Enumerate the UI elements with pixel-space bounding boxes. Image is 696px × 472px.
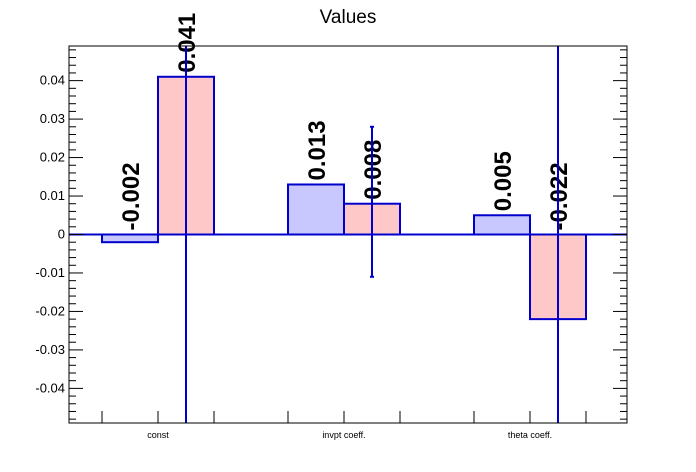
y-tick-label: -0.04 <box>35 380 65 395</box>
data-label: -0.022 <box>546 162 573 230</box>
bar-s0-1 <box>287 183 345 236</box>
y-tick-label: 0.04 <box>40 73 65 88</box>
x-category-label: const <box>147 430 169 440</box>
y-tick-label: 0 <box>58 227 65 242</box>
x-axis: const invpt coeff. theta coeff. <box>101 411 587 440</box>
y-tick-label: -0.02 <box>35 303 65 318</box>
y-axis: -0.04 -0.03 -0.02 -0.01 0 0.01 0.02 0.03 0.04 <box>35 49 627 420</box>
y-tick-label: 0.02 <box>40 150 65 165</box>
y-tick-label: 0.03 <box>40 111 65 126</box>
bar-s0-2 <box>473 214 531 236</box>
data-label: 0.041 <box>174 13 201 73</box>
data-label: 0.005 <box>490 151 517 211</box>
data-label: -0.002 <box>118 162 145 230</box>
y-tick-label: 0.01 <box>40 188 65 203</box>
chart-title: Values <box>320 7 377 28</box>
bar-s0-0 <box>101 233 159 244</box>
data-label: 0.013 <box>304 120 331 180</box>
y-tick-label: -0.03 <box>35 342 65 357</box>
x-category-label: theta coeff. <box>508 430 552 440</box>
y-tick-label: -0.01 <box>35 265 65 280</box>
x-category-label: invpt coeff. <box>322 430 365 440</box>
data-label: 0.008 <box>360 140 387 200</box>
error-bars-layer <box>185 46 559 423</box>
data-labels-layer: -0.002 0.013 0.005 0.041 0.008 -0.022 <box>118 13 573 231</box>
